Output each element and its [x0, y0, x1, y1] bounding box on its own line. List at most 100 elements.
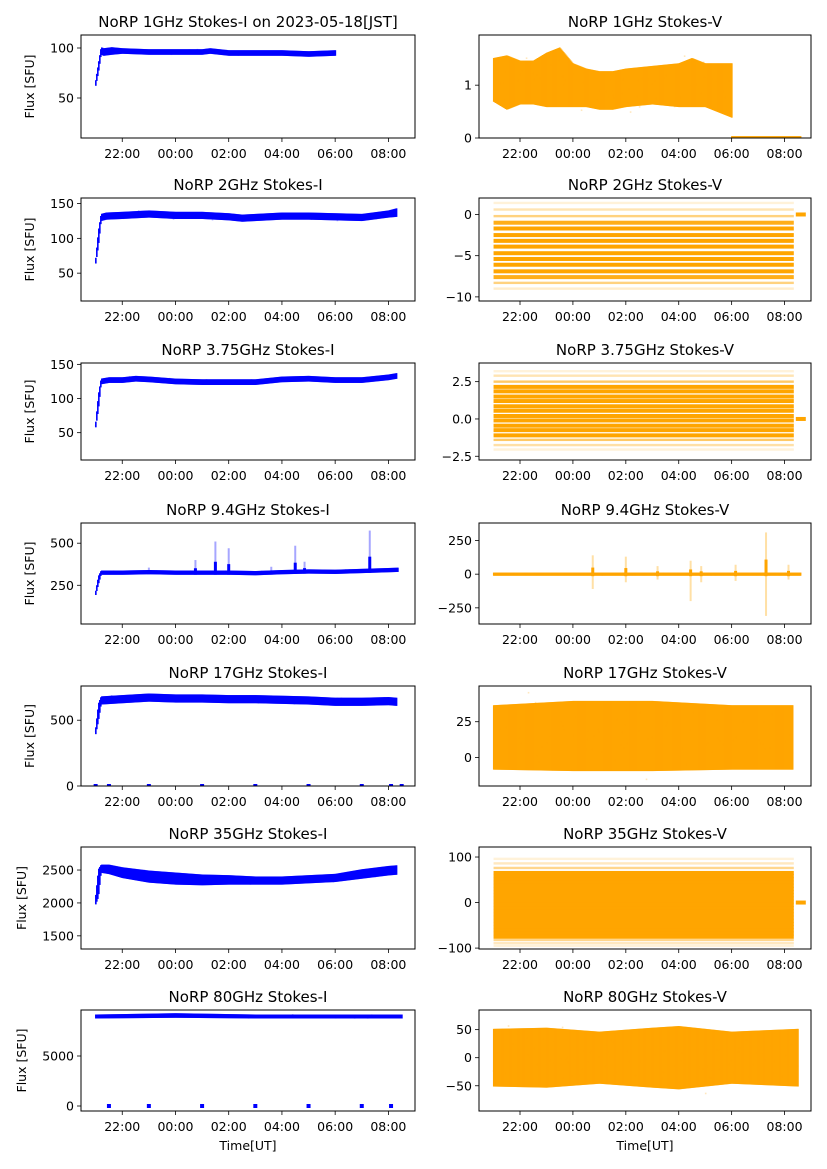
data-point: [109, 1015, 112, 1018]
data-column: [504, 1028, 507, 1087]
data-column: [685, 60, 687, 108]
data-point: [331, 52, 333, 55]
data-column: [307, 212, 310, 220]
data-column: [249, 214, 252, 222]
data-column: [318, 569, 320, 574]
data-column: [267, 570, 269, 575]
data-point: [175, 50, 178, 53]
data-column: [783, 1029, 785, 1086]
data-column: [532, 60, 535, 105]
data-column: [96, 73, 98, 81]
data-point: [167, 381, 170, 383]
data-column: [526, 572, 529, 576]
data-point: [529, 1056, 532, 1059]
data-column: [268, 876, 271, 885]
data-point: [675, 725, 678, 727]
data-column: [722, 63, 724, 115]
data-point: [128, 375, 131, 378]
y-axis-label: Flux [SFU]: [22, 218, 37, 282]
data-column: [319, 376, 322, 383]
data-point: [347, 701, 350, 704]
data-column: [699, 1028, 701, 1088]
data-column: [113, 47, 116, 55]
data-column: [181, 873, 184, 885]
data-column: [557, 572, 560, 576]
data-column: [665, 701, 668, 771]
data-column: [290, 875, 293, 885]
data-column: [182, 378, 185, 385]
data-point: [196, 570, 199, 573]
data-column: [647, 1028, 649, 1088]
data-column: [235, 570, 237, 575]
data-point: [368, 700, 371, 702]
data-column: [168, 872, 171, 885]
data-column: [341, 213, 344, 221]
data-column: [254, 1014, 256, 1019]
data-point: [199, 1014, 202, 1017]
data-column: [641, 572, 644, 576]
data-column: [99, 699, 101, 713]
level-band: [493, 428, 794, 433]
data-column: [314, 874, 317, 883]
data-point: [159, 874, 162, 877]
data-column: [286, 569, 288, 575]
data-column: [191, 694, 194, 703]
data-point: [722, 573, 725, 576]
data-point: [342, 214, 345, 216]
data-column: [682, 572, 685, 576]
data-point: [124, 378, 127, 380]
data-column: [559, 572, 562, 576]
data-column: [125, 1014, 127, 1019]
data-column: [618, 572, 621, 576]
data-column: [175, 211, 178, 219]
data-column: [209, 694, 212, 703]
data-column: [517, 1028, 520, 1088]
data-column: [344, 213, 347, 221]
data-column: [113, 695, 115, 704]
data-point: [685, 573, 688, 576]
data-point: [626, 742, 629, 745]
spike: [270, 566, 273, 573]
x-tick-label: 08:00: [767, 146, 803, 161]
data-point: [513, 80, 516, 83]
data-column: [327, 874, 330, 883]
data-column: [493, 572, 496, 576]
data-column: [194, 379, 197, 385]
data-column: [766, 705, 769, 770]
data-column: [157, 49, 160, 55]
data-column: [187, 211, 190, 219]
data-point: [316, 1014, 319, 1017]
data-column: [732, 705, 735, 770]
data-point: [624, 723, 627, 726]
data-column: [196, 49, 199, 55]
data-column: [110, 47, 112, 55]
data-point: [222, 698, 225, 700]
data-column: [293, 696, 296, 705]
data-column: [715, 1029, 717, 1086]
data-column: [550, 572, 553, 576]
data-column: [257, 570, 259, 576]
data-point: [666, 573, 669, 575]
data-column: [254, 213, 257, 222]
data-point: [361, 569, 364, 572]
data-column: [234, 695, 237, 704]
data-point: [676, 573, 679, 576]
data-column: [357, 1014, 359, 1019]
data-column: [381, 1014, 383, 1019]
data-column: [203, 570, 205, 575]
data-column: [295, 875, 298, 884]
data-point: [217, 695, 220, 698]
data-column: [645, 66, 647, 106]
data-point: [762, 1052, 765, 1055]
data-column: [697, 572, 700, 576]
data-column: [330, 1014, 332, 1019]
data-column: [527, 572, 530, 576]
data-column: [787, 136, 790, 138]
data-column: [289, 695, 292, 705]
y-axis-label: Flux [SFU]: [14, 1029, 29, 1093]
data-column: [535, 1027, 538, 1088]
data-point: [361, 1016, 364, 1019]
data-point: [678, 1081, 681, 1083]
data-column: [788, 1029, 790, 1087]
data-column: [668, 572, 671, 576]
